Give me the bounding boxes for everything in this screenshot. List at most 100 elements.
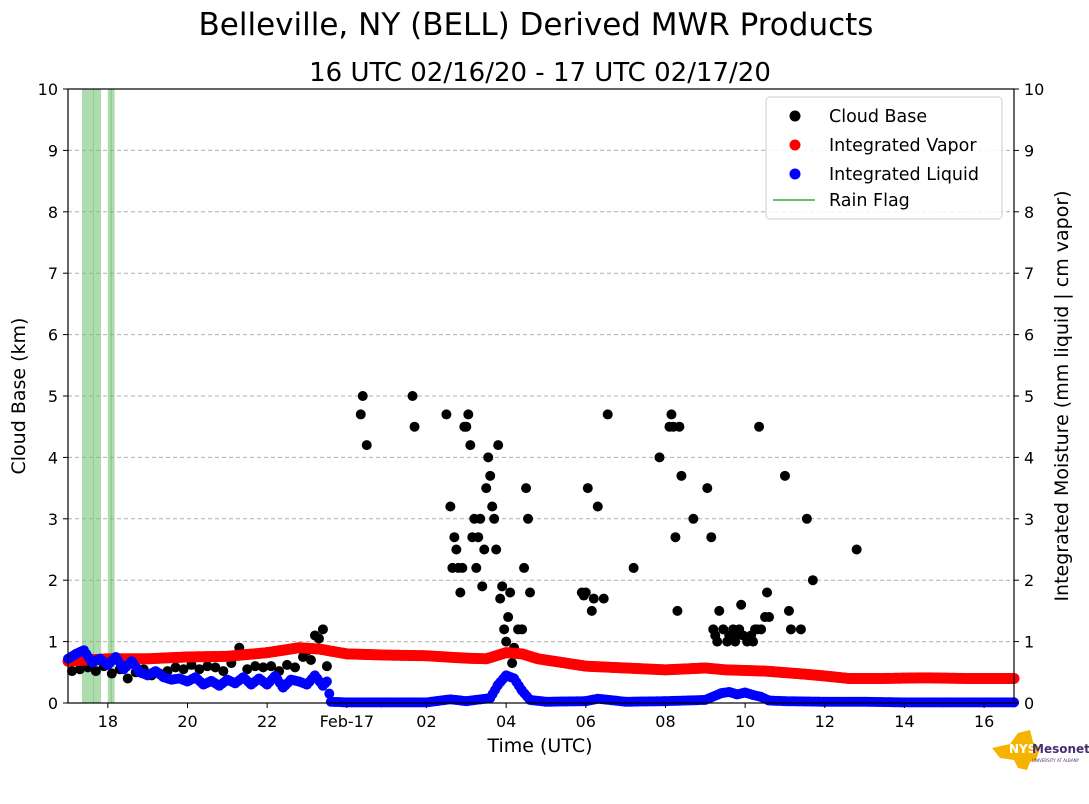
- cloud-base-point: [461, 421, 472, 432]
- cloud-base-point: [409, 421, 420, 432]
- y-axis-left-label: Cloud Base (km): [8, 318, 30, 475]
- cloud-base-point: [355, 409, 366, 420]
- y-tick-label-right: 8: [1024, 203, 1034, 222]
- cloud-base-point: [451, 544, 462, 555]
- cloud-base-point: [523, 513, 534, 524]
- y-tick-label-right: 5: [1024, 387, 1034, 406]
- cloud-base-point: [586, 605, 597, 616]
- x-tick-label: 20: [177, 712, 197, 731]
- cloud-base-point: [465, 440, 476, 451]
- y-tick-label-left: 3: [48, 510, 58, 529]
- cloud-base-point: [501, 636, 512, 647]
- y-tick-label-right: 6: [1024, 326, 1034, 345]
- cloud-base-point: [519, 562, 530, 573]
- y-tick-label-left: 7: [48, 264, 58, 283]
- nys-mesonet-logo: NYS Mesonet UNIVERSITY AT ALBANY: [992, 730, 1089, 770]
- cloud-base-point: [475, 513, 486, 524]
- cloud-base-point: [688, 513, 699, 524]
- cloud-base-point: [487, 501, 498, 512]
- cloud-base-point: [783, 605, 794, 616]
- cloud-base-point: [106, 668, 117, 679]
- y-tick-label-right: 0: [1024, 694, 1034, 713]
- cloud-base-point: [186, 659, 197, 670]
- cloud-base-point: [282, 659, 293, 670]
- x-tick-label: 12: [815, 712, 835, 731]
- cloud-base-point: [122, 673, 133, 684]
- y-tick-label-right: 10: [1024, 80, 1044, 99]
- logo-brand: NYS: [1009, 742, 1036, 756]
- cloud-base-point: [266, 661, 277, 672]
- cloud-base-point: [598, 593, 609, 604]
- cloud-base-point: [210, 662, 221, 673]
- y-tick-label-left: 0: [48, 694, 58, 713]
- y-tick-label-right: 9: [1024, 141, 1034, 160]
- cloud-base-point: [218, 666, 229, 677]
- x-axis-label: Time (UTC): [486, 735, 592, 757]
- x-tick-label: 02: [416, 712, 436, 731]
- x-tick-label: Feb-17: [320, 712, 374, 731]
- y-tick-label-left: 8: [48, 203, 58, 222]
- cloud-base-point: [517, 624, 528, 635]
- cloud-base-point: [258, 662, 269, 673]
- x-tick-label: 04: [496, 712, 516, 731]
- cloud-base-point: [477, 581, 488, 592]
- cloud-base-point: [202, 661, 213, 672]
- cloud-base-point: [525, 587, 536, 598]
- cloud-base-point: [592, 501, 603, 512]
- cloud-base-point: [756, 624, 767, 635]
- y-tick-label-left: 6: [48, 326, 58, 345]
- cloud-base-point: [628, 562, 639, 573]
- cloud-base-point: [676, 470, 687, 481]
- cloud-base-point: [489, 513, 500, 524]
- x-axis: 18 20 22 Feb-17 02 04 06 08 10 12 14 16: [98, 703, 994, 731]
- cloud-base-point: [507, 658, 518, 669]
- integrated-liquid-series: [63, 645, 1019, 708]
- x-tick-label: 18: [98, 712, 118, 731]
- cloud-base-point: [90, 666, 101, 677]
- cloud-base-point: [357, 391, 368, 401]
- cloud-base-point: [445, 501, 456, 512]
- y-tick-label-left: 2: [48, 571, 58, 590]
- rain-flag-band: [81, 89, 115, 703]
- x-tick-label: 16: [974, 712, 994, 731]
- legend-marker-vapor: [789, 139, 801, 151]
- cloud-base-point: [807, 575, 818, 586]
- cloud-base-point: [702, 483, 713, 494]
- liquid-point: [324, 688, 335, 699]
- legend: Cloud Base Integrated Vapor Integrated L…: [765, 96, 1003, 220]
- legend-label-rain: Rain Flag: [829, 191, 910, 211]
- cloud-base-point: [654, 452, 665, 463]
- grid-lines: [68, 149, 1014, 643]
- y-axis-right: 0 1 2 3 4 5 6 7 8 9 10: [1014, 80, 1044, 713]
- y-tick-label-left: 1: [48, 633, 58, 652]
- legend-label-cloud-base: Cloud Base: [829, 107, 927, 127]
- cloud-base-point: [706, 532, 717, 543]
- x-tick-label: 10: [735, 712, 755, 731]
- liquid-point: [321, 676, 332, 687]
- legend-box: [765, 96, 1003, 220]
- ny-state-shape-icon: [992, 730, 1040, 770]
- cloud-base-point: [602, 409, 613, 420]
- logo-name: Mesonet: [1032, 742, 1089, 756]
- cloud-base-point: [473, 532, 484, 543]
- cloud-base-point: [505, 587, 516, 598]
- cloud-base-point: [503, 612, 514, 623]
- cloud-base-point: [670, 532, 681, 543]
- cloud-base-point: [499, 624, 510, 635]
- cloud-base-point: [178, 664, 189, 675]
- y-tick-label-right: 3: [1024, 510, 1034, 529]
- cloud-base-point: [407, 391, 418, 401]
- cloud-base-point: [672, 605, 683, 616]
- cloud-base-point: [457, 562, 468, 573]
- cloud-base-point: [481, 483, 492, 494]
- cloud-base-point: [449, 532, 460, 543]
- y-tick-label-right: 4: [1024, 448, 1034, 467]
- y-tick-label-left: 5: [48, 387, 58, 406]
- cloud-base-point: [714, 605, 725, 616]
- cloud-base-point: [712, 636, 723, 647]
- cloud-base-point: [718, 624, 729, 635]
- cloud-base-point: [674, 421, 685, 432]
- cloud-base-point: [485, 470, 496, 481]
- cloud-base-point: [666, 409, 677, 420]
